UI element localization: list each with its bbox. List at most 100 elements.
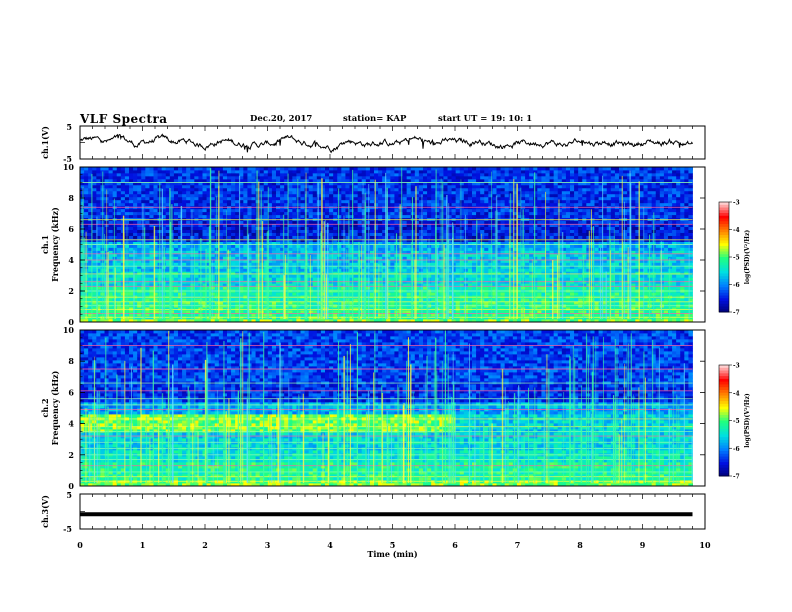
colorbar-swatch [719, 417, 729, 421]
x-axis-label: Time (min) [367, 549, 417, 559]
colorbar-swatch [719, 453, 729, 458]
colorbar-swatch [719, 423, 729, 427]
colorbar-swatch [719, 373, 729, 377]
colorbar-tick-label: -3 [733, 200, 740, 207]
spectro-ytick-label: 10 [63, 162, 75, 172]
colorbar-swatch [719, 473, 729, 477]
colorbar-swatch [719, 387, 729, 391]
colorbar-swatch [719, 235, 729, 239]
colorbar-swatch [719, 420, 729, 424]
spectro-ytick-label: 8 [68, 356, 74, 366]
ch1-ylabel: ch.1(V) [40, 126, 50, 159]
colorbar-swatch [719, 365, 729, 369]
spectro-ytick-label: 4 [68, 255, 74, 265]
colorbar-swatch [719, 287, 729, 291]
colorbar-swatch [719, 412, 729, 416]
x-tick-label: 6 [452, 540, 458, 550]
colorbar-swatch [719, 290, 729, 294]
colorbar-swatch [719, 456, 729, 460]
colorbar-swatch [719, 389, 729, 394]
spectro-channel-label: ch.1 [40, 235, 50, 254]
spectro-ylabel: Frequency (kHz) [50, 370, 60, 445]
colorbar-swatch [719, 221, 729, 225]
x-tick-label: 8 [577, 540, 583, 550]
colorbar-swatch [719, 292, 729, 296]
colorbar-swatch [719, 298, 729, 302]
colorbar-swatch [719, 392, 729, 397]
colorbar-tick-label: -7 [733, 310, 740, 317]
colorbar-swatch [719, 462, 729, 466]
colorbar-tick-label: -4 [733, 390, 740, 397]
x-tick-label: 3 [265, 540, 271, 550]
colorbar-swatch [719, 270, 729, 274]
spectro-ytick-label: 2 [68, 286, 74, 296]
colorbar-swatch [719, 224, 729, 228]
ch1-ytick-label: 5 [66, 122, 72, 132]
colorbar-swatch [719, 204, 729, 208]
ch1-ytick-label: -5 [63, 154, 72, 164]
spectro-ytick-label: 0 [68, 317, 74, 327]
colorbar-swatch [719, 306, 729, 310]
colorbar-swatch [719, 218, 729, 222]
x-tick-label: 4 [327, 540, 333, 550]
x-tick-label: 7 [515, 540, 521, 550]
colorbar-swatch [719, 232, 729, 236]
spectrogram-image-2 [79, 330, 693, 487]
colorbar-swatch [719, 229, 729, 233]
start-time-label: start UT = 19: 10: 1 [438, 114, 533, 124]
colorbar-swatch [719, 303, 729, 307]
colorbar-swatch [719, 445, 729, 449]
colorbar-swatch [719, 406, 729, 410]
x-tick-label: 9 [640, 540, 646, 550]
x-tick-label: 2 [202, 540, 208, 550]
colorbar-swatch [719, 262, 729, 266]
colorbar-swatch [719, 434, 729, 438]
ch3-ylabel: ch.3(V) [40, 495, 50, 528]
colorbar-swatch [719, 309, 729, 313]
spectrogram-image-1 [80, 167, 693, 323]
colorbar-tick-label: -5 [733, 255, 740, 262]
colorbar-swatch [719, 439, 729, 444]
colorbar-swatch [719, 398, 729, 402]
x-tick-label: 10 [699, 540, 711, 550]
colorbar-swatch [719, 431, 729, 435]
colorbar-swatch [719, 259, 729, 263]
colorbar-swatch [719, 240, 729, 244]
colorbar-swatch [719, 279, 729, 283]
colorbar-swatch [719, 367, 729, 372]
colorbar-swatch [719, 401, 729, 405]
colorbar-tick-label: -7 [733, 474, 740, 481]
colorbar-swatch [719, 273, 729, 277]
colorbar-swatch [719, 426, 729, 430]
colorbar-swatch [719, 265, 729, 269]
colorbar-swatch [719, 248, 729, 252]
spectro-ytick-label: 10 [63, 325, 75, 335]
colorbar-swatch [719, 370, 729, 374]
colorbar-swatch [719, 376, 729, 380]
colorbar-swatch [719, 213, 729, 217]
colorbar-swatch [719, 202, 729, 206]
colorbar-swatch [719, 403, 729, 408]
spectro-ytick-label: 6 [68, 224, 74, 234]
colorbar-swatch [719, 246, 729, 250]
colorbar-swatch [719, 409, 729, 413]
colorbar-label: log(PSD)(V²/Hz) [744, 393, 751, 448]
spectro-ytick-label: 0 [68, 481, 74, 491]
colorbar-swatch [719, 251, 729, 255]
colorbar-swatch [719, 210, 729, 214]
x-tick-label: 0 [77, 540, 83, 550]
colorbar-swatch [719, 437, 729, 441]
station-label: station= KAP [343, 114, 407, 124]
colorbar-swatch [719, 470, 729, 474]
spectro-ytick-label: 8 [68, 193, 74, 203]
x-tick-label: 1 [140, 540, 146, 550]
x-tick-label: 5 [390, 540, 396, 550]
colorbar-swatch [719, 254, 729, 258]
colorbar-tick-label: -4 [733, 227, 740, 234]
ch1-waveform-line [79, 133, 693, 154]
colorbar-swatch [719, 381, 729, 385]
colorbar-swatch [719, 284, 729, 288]
colorbar-tick-label: -5 [733, 418, 740, 425]
colorbar-tick-label: -3 [733, 363, 740, 370]
colorbar-swatch [719, 384, 729, 388]
